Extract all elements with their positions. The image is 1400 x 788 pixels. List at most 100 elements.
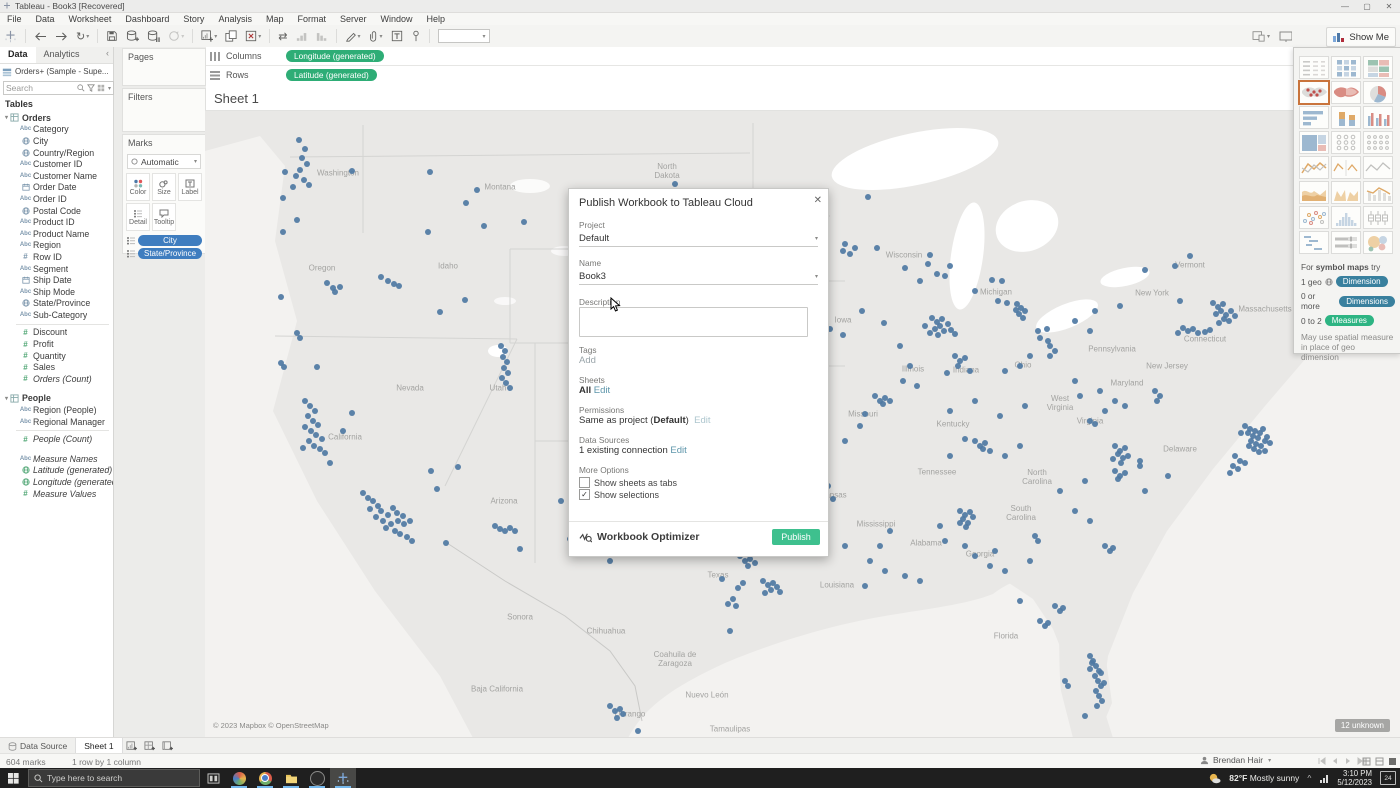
map-mark[interactable] [897, 343, 903, 349]
map-mark[interactable] [1180, 325, 1186, 331]
map-mark[interactable] [502, 348, 508, 354]
map-mark[interactable] [296, 137, 302, 143]
map-mark[interactable] [934, 319, 940, 325]
map-mark[interactable] [302, 398, 308, 404]
showme-discrete-area[interactable] [1331, 181, 1361, 204]
map-mark[interactable] [1047, 353, 1053, 359]
new-worksheet-icon[interactable] [123, 738, 141, 754]
map-mark[interactable] [1047, 343, 1053, 349]
map-mark[interactable] [970, 514, 976, 520]
field-state-province[interactable]: State/Province [0, 298, 113, 310]
map-mark[interactable] [1262, 448, 1268, 454]
map-mark[interactable] [1082, 713, 1088, 719]
map-mark[interactable] [963, 524, 969, 530]
map-mark[interactable] [474, 187, 480, 193]
map-mark[interactable] [407, 518, 413, 524]
map-mark[interactable] [620, 711, 626, 717]
map-mark[interactable] [1238, 430, 1244, 436]
map-mark[interactable] [842, 438, 848, 444]
publish-button[interactable]: Publish [772, 529, 820, 545]
map-mark[interactable] [332, 289, 338, 295]
map-mark[interactable] [306, 182, 312, 188]
map-mark[interactable] [1248, 438, 1254, 444]
map-mark[interactable] [1154, 398, 1160, 404]
map-mark[interactable] [1267, 440, 1273, 446]
map-mark[interactable] [1092, 673, 1098, 679]
map-mark[interactable] [847, 251, 853, 257]
detail-button[interactable]: Detail [126, 203, 150, 231]
map-mark[interactable] [1187, 253, 1193, 259]
map-mark[interactable] [1027, 353, 1033, 359]
map-mark[interactable] [492, 523, 498, 529]
menu-server[interactable]: Server [339, 14, 367, 24]
field-measure-values[interactable]: # Measure Values [0, 488, 113, 500]
map-mark[interactable] [1102, 408, 1108, 414]
map-mark[interactable] [735, 585, 741, 591]
map-mark[interactable] [1120, 455, 1126, 461]
field-order-date[interactable]: Order Date [0, 182, 113, 194]
field-orders-count-[interactable]: # Orders (Count) [0, 373, 113, 385]
map-mark[interactable] [1077, 393, 1083, 399]
map-mark[interactable] [380, 518, 386, 524]
field-sales[interactable]: # Sales [0, 361, 113, 373]
field-country-region[interactable]: Country/Region [0, 147, 113, 159]
map-mark[interactable] [1115, 476, 1121, 482]
map-mark[interactable] [1118, 460, 1124, 466]
map-mark[interactable] [980, 446, 986, 452]
map-mark[interactable] [1220, 301, 1226, 307]
table-orders[interactable]: ▾ Orders [5, 112, 51, 123]
map-mark[interactable] [1246, 443, 1252, 449]
map-mark[interactable] [1122, 445, 1128, 451]
mark-pill-state-province[interactable]: State/Province [138, 248, 202, 259]
field-city[interactable]: City [0, 135, 113, 147]
map-mark[interactable] [1014, 301, 1020, 307]
map-mark[interactable] [1020, 315, 1026, 321]
map-mark[interactable] [1060, 605, 1066, 611]
map-mark[interactable] [1087, 666, 1093, 672]
map-mark[interactable] [301, 177, 307, 183]
map-mark[interactable] [327, 460, 333, 466]
new-story-icon[interactable] [159, 738, 177, 754]
taskbar-colored-app[interactable] [226, 768, 252, 788]
map-mark[interactable] [1095, 678, 1101, 684]
map-mark[interactable] [995, 298, 1001, 304]
map-mark[interactable] [1242, 423, 1248, 429]
map-mark[interactable] [1213, 311, 1219, 317]
map-mark[interactable] [1112, 468, 1118, 474]
field-sub-category[interactable]: Abc Sub-Category [19, 309, 88, 320]
map-mark[interactable] [925, 261, 931, 267]
map-mark[interactable] [989, 277, 995, 283]
taskbar-chrome[interactable] [252, 768, 278, 788]
map-mark[interactable] [404, 534, 410, 540]
map-mark[interactable] [497, 526, 503, 532]
map-mark[interactable] [900, 378, 906, 384]
menu-map[interactable]: Map [265, 14, 284, 24]
map-mark[interactable] [972, 553, 978, 559]
map-mark[interactable] [1093, 663, 1099, 669]
menu-story[interactable]: Story [183, 14, 205, 24]
map-mark[interactable] [840, 248, 846, 254]
showme-side-by-side-circles[interactable] [1363, 131, 1393, 154]
map-mark[interactable] [740, 580, 746, 586]
sheets-edit-link[interactable]: Edit [593, 385, 611, 396]
map-mark[interactable] [425, 229, 431, 235]
showme-dual-lines[interactable] [1363, 156, 1393, 179]
map-mark[interactable] [1232, 313, 1238, 319]
map-mark[interactable] [373, 514, 379, 520]
project-select[interactable]: Default ▾ [579, 231, 818, 247]
presentation-mode-icon[interactable] [1274, 27, 1296, 45]
table-people[interactable]: ▾ People [5, 393, 51, 404]
showme-heat-map[interactable] [1331, 56, 1361, 79]
map-mark[interactable] [502, 528, 508, 534]
map-mark[interactable] [1027, 558, 1033, 564]
map-mark[interactable] [1251, 446, 1257, 452]
device-preview-icon[interactable]: ▾ [1248, 27, 1274, 45]
map-mark[interactable] [278, 360, 284, 366]
map-mark[interactable] [932, 326, 938, 332]
map-mark[interactable] [967, 509, 973, 515]
map-mark[interactable] [383, 525, 389, 531]
map-mark[interactable] [1142, 267, 1148, 273]
columns-shelf[interactable]: Columns Longitude (generated) [206, 47, 1400, 66]
map-mark[interactable] [1072, 318, 1078, 324]
map-mark[interactable] [947, 263, 953, 269]
